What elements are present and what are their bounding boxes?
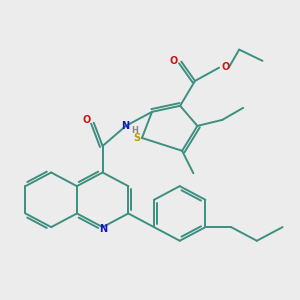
Text: O: O [170,56,178,66]
Text: H: H [131,126,138,135]
Text: O: O [83,115,91,125]
Text: N: N [99,224,107,234]
Text: N: N [121,121,129,131]
Text: S: S [133,133,140,143]
Text: O: O [222,62,230,72]
